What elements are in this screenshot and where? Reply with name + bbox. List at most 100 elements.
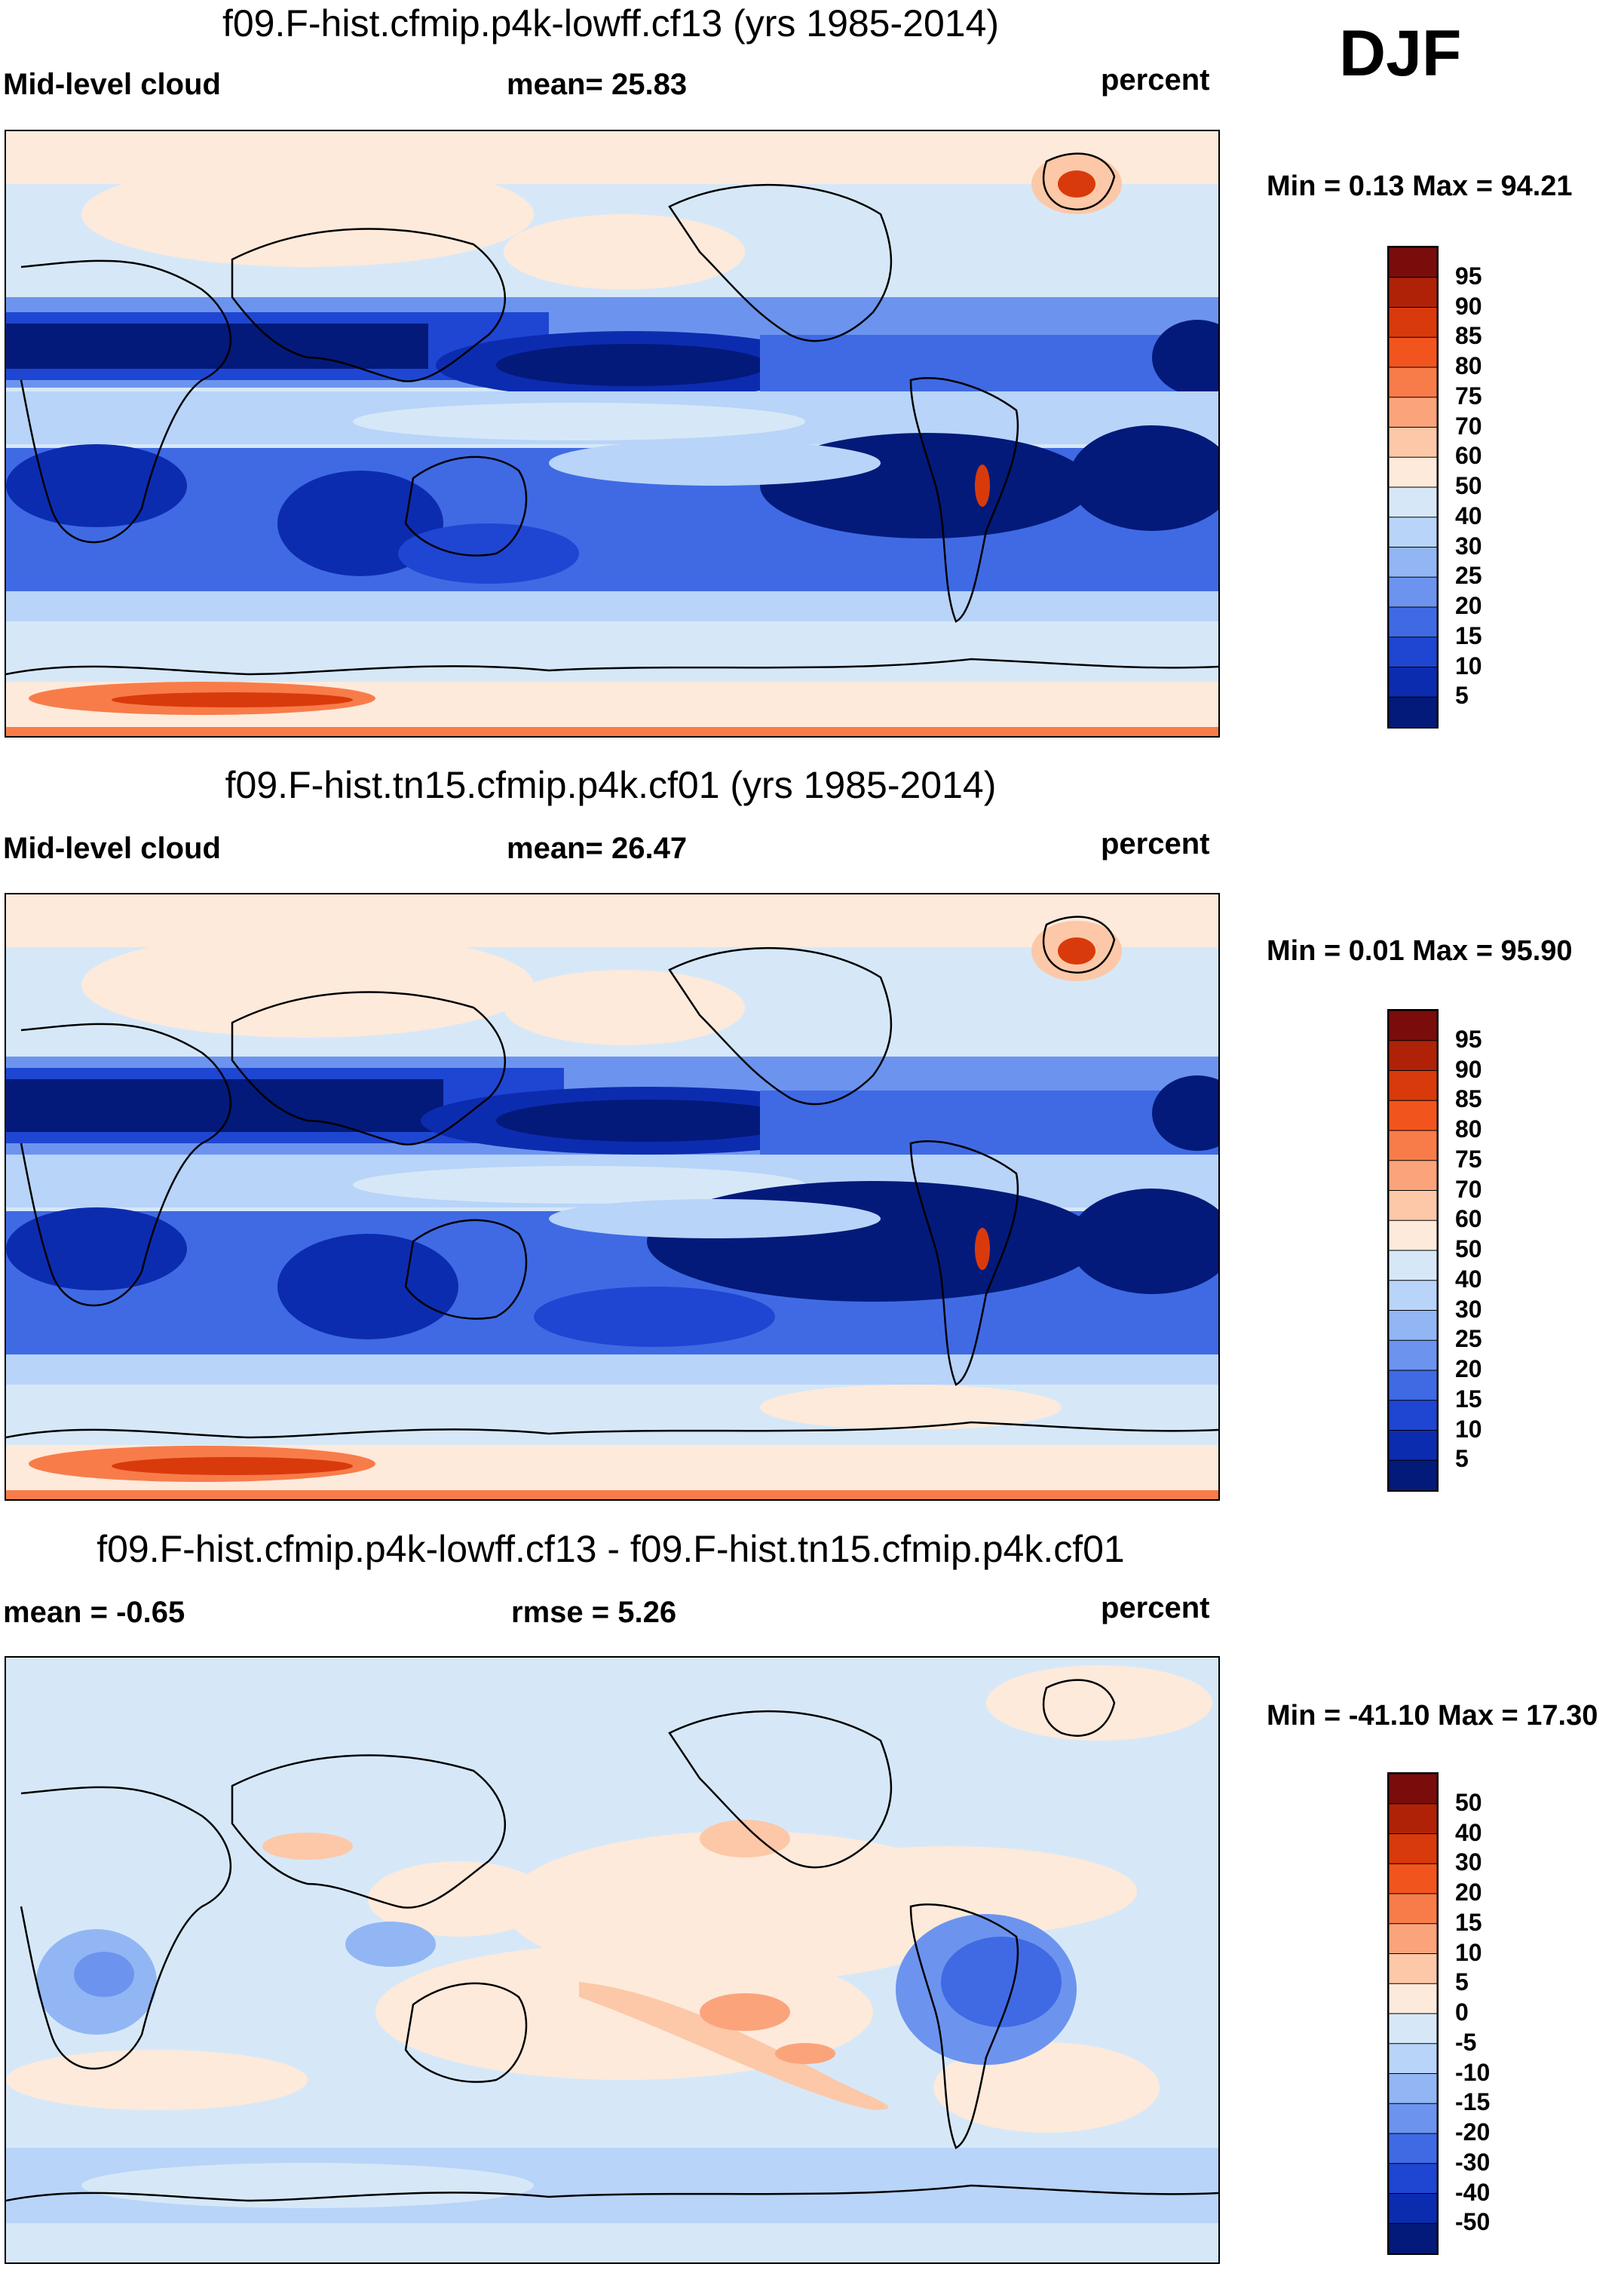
colorbar-tick-label: 95 bbox=[1455, 262, 1482, 290]
variable-label: Mid-level cloud bbox=[3, 832, 221, 865]
colorbar-swatch bbox=[1389, 397, 1437, 428]
colorbar-swatch bbox=[1389, 637, 1437, 668]
colorbar-swatch bbox=[1389, 1430, 1437, 1462]
colorbar-tick-label: -15 bbox=[1455, 2088, 1491, 2116]
colorbar-swatch bbox=[1389, 2013, 1437, 2045]
panel-title: f09.F-hist.cfmip.p4k-lowff.cf13 (yrs 198… bbox=[222, 2, 1000, 44]
units-label: percent bbox=[1101, 1591, 1210, 1624]
map-field bbox=[6, 894, 1218, 1499]
colorbar-swatch bbox=[1389, 247, 1437, 278]
colorbar-swatch bbox=[1389, 1100, 1437, 1132]
colorbar-swatch bbox=[1389, 1070, 1437, 1102]
colorbar-swatch bbox=[1389, 427, 1437, 459]
colorbar-tick-label: 25 bbox=[1455, 562, 1482, 590]
colorbar-tick-label: 20 bbox=[1455, 1879, 1482, 1906]
colorbar-swatch bbox=[1389, 1923, 1437, 1955]
rmse-label: rmse = 5.26 bbox=[511, 1596, 677, 1629]
colorbar-swatch bbox=[1389, 336, 1437, 369]
cloud-map bbox=[5, 130, 1220, 738]
colorbar-tick-label: 50 bbox=[1455, 472, 1482, 499]
minmax-label: Min = -41.10 Max = 17.30 bbox=[1267, 1700, 1598, 1732]
colorbar-swatch bbox=[1389, 1774, 1437, 1805]
colorbar-swatch bbox=[1389, 2103, 1437, 2135]
colorbar-tick-label: 70 bbox=[1455, 412, 1482, 440]
colorbar-swatch bbox=[1389, 367, 1437, 398]
colorbar-swatch bbox=[1389, 1130, 1437, 1161]
season-label: DJF bbox=[1339, 17, 1462, 90]
colorbar-tick-label: 50 bbox=[1455, 1235, 1482, 1262]
colorbar-tick-label: 70 bbox=[1455, 1175, 1482, 1203]
colorbar-tick-label: 85 bbox=[1455, 1085, 1482, 1113]
colorbar-tick-label: 10 bbox=[1455, 652, 1482, 679]
colorbar-swatch bbox=[1389, 517, 1437, 548]
colorbar-tick-label: 20 bbox=[1455, 1355, 1482, 1382]
colorbar-swatch bbox=[1389, 1190, 1437, 1222]
colorbar-tick-label: 10 bbox=[1455, 1415, 1482, 1443]
map-field bbox=[6, 1658, 1218, 2262]
colorbar bbox=[1387, 246, 1439, 729]
colorbar-tick-label: 40 bbox=[1455, 502, 1482, 529]
map-field bbox=[6, 131, 1218, 736]
colorbar-swatch bbox=[1389, 486, 1437, 518]
colorbar-tick-label: 25 bbox=[1455, 1325, 1482, 1353]
colorbar-swatches bbox=[1389, 1011, 1437, 1490]
colorbar-swatch bbox=[1389, 2193, 1437, 2225]
colorbar-swatch bbox=[1389, 1250, 1437, 1281]
units-label: percent bbox=[1101, 827, 1210, 860]
colorbar-swatch bbox=[1389, 1011, 1437, 1041]
colorbar-swatch bbox=[1389, 1953, 1437, 1985]
colorbar-tick-label: 95 bbox=[1455, 1025, 1482, 1053]
colorbar-tick-label: -5 bbox=[1455, 2028, 1477, 2056]
colorbar-tick-label: 60 bbox=[1455, 442, 1482, 470]
colorbar-swatch bbox=[1389, 2133, 1437, 2164]
colorbar-swatches bbox=[1389, 247, 1437, 727]
variable-label: Mid-level cloud bbox=[3, 68, 221, 101]
colorbar-tick-label: 15 bbox=[1455, 1908, 1482, 1936]
colorbar-swatch bbox=[1389, 1863, 1437, 1895]
colorbar-swatches bbox=[1389, 1774, 1437, 2253]
colorbar-tick-label: 15 bbox=[1455, 621, 1482, 649]
colorbar-tick-label: -10 bbox=[1455, 2058, 1491, 2086]
colorbar-tick-label: 80 bbox=[1455, 1115, 1482, 1143]
colorbar-swatch bbox=[1389, 1160, 1437, 1192]
colorbar-tick-label: 5 bbox=[1455, 1445, 1469, 1473]
colorbar-tick-label: 20 bbox=[1455, 592, 1482, 619]
mean-label: mean= 25.83 bbox=[507, 68, 688, 101]
minmax-label: Min = 0.13 Max = 94.21 bbox=[1267, 170, 1573, 202]
colorbar-swatch bbox=[1389, 606, 1437, 638]
colorbar-swatch bbox=[1389, 1310, 1437, 1342]
colorbar bbox=[1387, 1772, 1439, 2255]
colorbar-swatch bbox=[1389, 1219, 1437, 1252]
difference-map bbox=[5, 1656, 1220, 2264]
colorbar-tick-label: 80 bbox=[1455, 352, 1482, 379]
colorbar-swatch bbox=[1389, 1803, 1437, 1835]
colorbar-tick-label: -30 bbox=[1455, 2148, 1491, 2176]
colorbar-tick-label: 50 bbox=[1455, 1788, 1482, 1816]
colorbar-tick-label: -40 bbox=[1455, 2178, 1491, 2206]
colorbar-swatch bbox=[1389, 277, 1437, 308]
panel-title: f09.F-hist.cfmip.p4k-lowff.cf13 - f09.F-… bbox=[97, 1528, 1125, 1570]
colorbar-tick-label: 10 bbox=[1455, 1938, 1482, 1966]
colorbar-swatch bbox=[1389, 2163, 1437, 2195]
colorbar-swatch bbox=[1389, 307, 1437, 339]
colorbar-tick-label: 75 bbox=[1455, 382, 1482, 410]
colorbar-swatch bbox=[1389, 2222, 1437, 2253]
mean-label: mean= 26.47 bbox=[507, 832, 688, 865]
colorbar-tick-label: 90 bbox=[1455, 1055, 1482, 1083]
colorbar-tick-label: 30 bbox=[1455, 532, 1482, 560]
colorbar-swatch bbox=[1389, 1983, 1437, 2015]
colorbar-swatch bbox=[1389, 547, 1437, 578]
colorbar-tick-label: 60 bbox=[1455, 1205, 1482, 1233]
colorbar-swatch bbox=[1389, 456, 1437, 489]
colorbar-tick-label: 5 bbox=[1455, 682, 1469, 710]
colorbar-swatch bbox=[1389, 1893, 1437, 1925]
colorbar-tick-label: 85 bbox=[1455, 322, 1482, 350]
colorbar-tick-label: 15 bbox=[1455, 1385, 1482, 1413]
cloud-map bbox=[5, 893, 1220, 1501]
mean-label: mean = -0.65 bbox=[3, 1596, 185, 1629]
units-label: percent bbox=[1101, 63, 1210, 97]
colorbar-swatch bbox=[1389, 1370, 1437, 1401]
colorbar-tick-label: 30 bbox=[1455, 1848, 1482, 1876]
colorbar-swatch bbox=[1389, 2043, 1437, 2075]
colorbar-tick-label: -50 bbox=[1455, 2208, 1491, 2236]
